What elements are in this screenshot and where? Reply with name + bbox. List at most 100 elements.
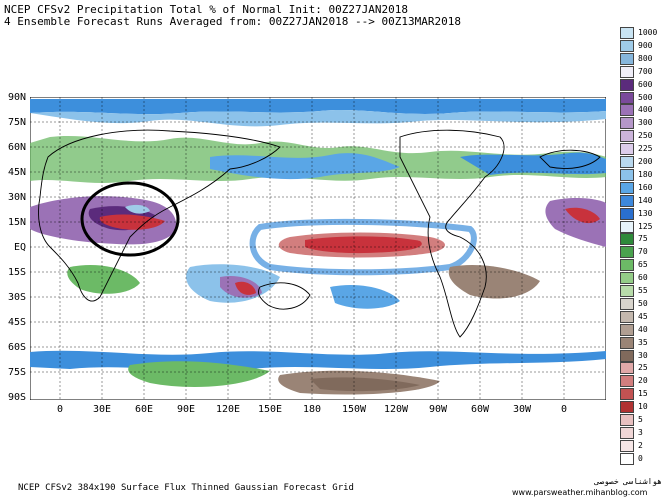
colorbar-swatch xyxy=(620,439,634,452)
colorbar-label: 225 xyxy=(638,144,653,154)
colorbar-label: 35 xyxy=(638,337,648,347)
credit-persian: هواشناسی خصوصی xyxy=(594,477,662,486)
colorbar-label: 75 xyxy=(638,234,648,244)
colorbar-swatch xyxy=(620,336,634,349)
lon-label: 0 xyxy=(560,404,568,415)
colorbar-swatch xyxy=(620,168,634,181)
colorbar-swatch xyxy=(620,181,634,194)
lat-label: 45N xyxy=(7,167,26,178)
lat-label: 15N xyxy=(7,217,26,228)
lon-label: 90W xyxy=(428,404,448,415)
lon-label: 150W xyxy=(341,404,367,415)
colorbar-swatch xyxy=(620,259,634,272)
precip-map xyxy=(30,97,606,400)
colorbar-label: 900 xyxy=(638,40,653,50)
colorbar-label: 5 xyxy=(638,415,643,424)
colorbar-swatch xyxy=(620,207,634,220)
lon-label: 30E xyxy=(92,404,112,415)
footer-text: NCEP CFSv2 384x190 Surface Flux Thinned … xyxy=(18,483,354,493)
colorbar-label: 20 xyxy=(638,376,648,386)
colorbar-swatch xyxy=(620,78,634,91)
colorbar-label: 300 xyxy=(638,118,653,128)
colorbar-label: 130 xyxy=(638,208,653,218)
colorbar-swatch xyxy=(620,452,634,465)
colorbar-swatch xyxy=(620,27,634,39)
colorbar-swatch xyxy=(620,362,634,375)
colorbar-label: 25 xyxy=(638,363,648,373)
credit-url: www.parsweather.mihanblog.com xyxy=(512,488,648,497)
colorbar-label: 0 xyxy=(638,453,643,463)
colorbar-swatch xyxy=(620,246,634,259)
lon-label: 120W xyxy=(383,404,409,415)
lon-label: 150E xyxy=(257,404,283,415)
colorbar-swatch xyxy=(620,91,634,104)
colorbar-swatch xyxy=(620,220,634,233)
colorbar-label: 400 xyxy=(638,105,653,115)
colorbar-swatch xyxy=(620,426,634,439)
colorbar-label: 160 xyxy=(638,182,653,192)
colorbar-swatch xyxy=(620,297,634,310)
chart-title: NCEP CFSv2 Precipitation Total % of Norm… xyxy=(4,3,408,16)
colorbar-swatch xyxy=(620,156,634,168)
colorbar-label: 55 xyxy=(638,286,648,295)
lon-label: 0 xyxy=(56,404,64,415)
lat-label: 15S xyxy=(7,267,26,278)
lon-label: 30W xyxy=(512,404,532,415)
colorbar-label: 2 xyxy=(638,440,643,450)
colorbar-swatch xyxy=(620,349,634,362)
colorbar-label: 1000 xyxy=(638,28,658,37)
lat-label: 30S xyxy=(7,292,26,303)
lat-label: 45S xyxy=(7,317,26,328)
colorbar-swatch xyxy=(620,401,634,414)
colorbar-swatch xyxy=(620,285,634,297)
colorbar-label: 500 xyxy=(638,92,653,102)
colorbar-label: 15 xyxy=(638,389,648,399)
colorbar-swatch xyxy=(620,233,634,246)
lat-label: 60N xyxy=(7,142,26,153)
colorbar-label: 70 xyxy=(638,247,648,257)
colorbar-label: 50 xyxy=(638,298,648,308)
highlight-circle xyxy=(80,181,180,257)
colorbar-swatch xyxy=(620,272,634,285)
colorbar-label: 600 xyxy=(638,79,653,89)
colorbar-swatch xyxy=(620,130,634,143)
colorbar-label: 30 xyxy=(638,350,648,360)
colorbar-swatch xyxy=(620,194,634,207)
lon-label: 120E xyxy=(215,404,241,415)
lon-label: 180 xyxy=(302,404,322,415)
lat-label: EQ xyxy=(13,242,26,253)
colorbar-swatch xyxy=(620,323,634,336)
colorbar-label: 250 xyxy=(638,131,653,141)
colorbar-label: 700 xyxy=(638,66,653,76)
colorbar-swatch xyxy=(620,388,634,401)
colorbar-label: 200 xyxy=(638,157,653,166)
colorbar-label: 125 xyxy=(638,221,653,231)
colorbar-label: 60 xyxy=(638,273,648,283)
colorbar-swatch xyxy=(620,104,634,117)
colorbar-swatch xyxy=(620,65,634,78)
colorbar-swatch xyxy=(620,39,634,52)
lat-label: 30N xyxy=(7,192,26,203)
colorbar-swatch xyxy=(620,310,634,323)
lat-label: 75S xyxy=(7,367,26,378)
colorbar-swatch xyxy=(620,143,634,156)
lat-label: 90N xyxy=(7,92,26,103)
colorbar-swatch xyxy=(620,117,634,130)
lon-label: 60W xyxy=(470,404,490,415)
lon-label: 60E xyxy=(134,404,154,415)
colorbar-label: 180 xyxy=(638,169,653,179)
colorbar-label: 10 xyxy=(638,402,648,412)
colorbar-label: 140 xyxy=(638,195,653,205)
colorbar-label: 3 xyxy=(638,427,643,437)
lon-label: 90E xyxy=(176,404,196,415)
colorbar-swatch xyxy=(620,52,634,65)
lat-label: 90S xyxy=(7,392,26,403)
lat-label: 75N xyxy=(7,117,26,128)
colorbar-label: 800 xyxy=(638,53,653,63)
colorbar-label: 65 xyxy=(638,260,648,270)
lat-label: 60S xyxy=(7,342,26,353)
chart-subtitle: 4 Ensemble Forecast Runs Averaged from: … xyxy=(4,15,461,28)
colorbar-label: 45 xyxy=(638,311,648,321)
colorbar-swatch xyxy=(620,375,634,388)
colorbar-label: 40 xyxy=(638,324,648,334)
